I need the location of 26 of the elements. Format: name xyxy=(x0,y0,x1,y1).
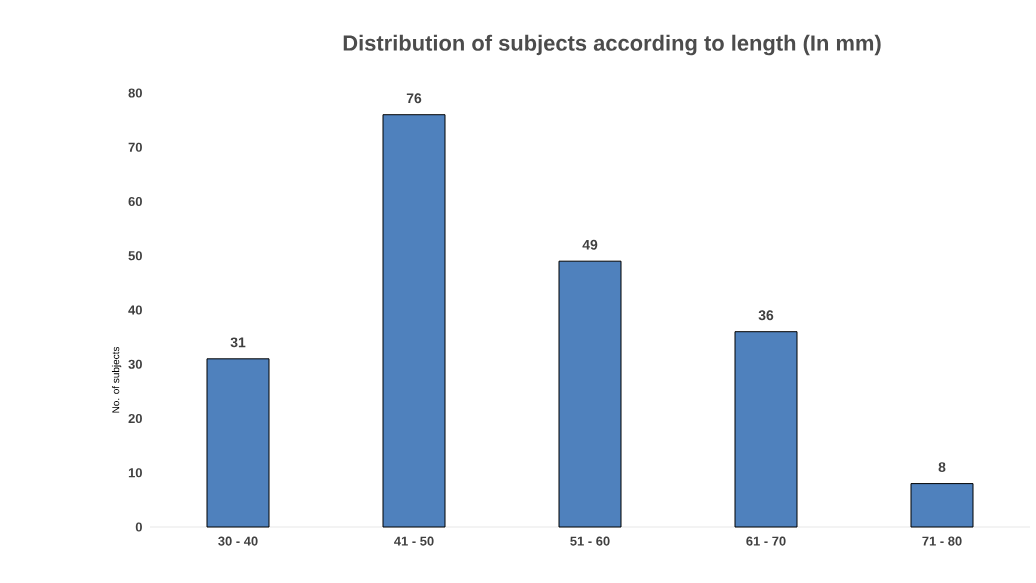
data-label: 49 xyxy=(582,239,598,250)
y-axis-title: No. of subjects xyxy=(111,346,122,413)
data-label: 36 xyxy=(758,310,774,321)
x-tick-label: 61 - 70 xyxy=(746,536,786,546)
y-tick-label: 50 xyxy=(128,251,142,261)
bar xyxy=(734,331,798,528)
y-tick-label: 80 xyxy=(128,88,142,98)
data-label: 8 xyxy=(938,462,946,473)
y-tick-label: 20 xyxy=(128,413,142,424)
bar xyxy=(558,260,622,528)
bar xyxy=(206,358,270,528)
y-tick-label: 0 xyxy=(135,522,142,532)
y-tick-label: 60 xyxy=(128,196,142,207)
data-label: 31 xyxy=(230,337,246,348)
y-tick-label: 30 xyxy=(128,359,142,369)
y-tick-label: 40 xyxy=(128,305,142,315)
data-label: 76 xyxy=(406,93,422,104)
bar xyxy=(910,483,974,528)
chart-title: Distribution of subjects according to length (In mm) xyxy=(343,34,881,56)
y-tick-label: 70 xyxy=(128,142,142,152)
x-tick-label: 71 - 80 xyxy=(922,536,962,546)
x-tick-label: 51 - 60 xyxy=(570,536,610,546)
y-tick-label: 10 xyxy=(128,468,142,478)
x-tick-label: 30 - 40 xyxy=(218,536,258,546)
x-tick-label: 41 - 50 xyxy=(394,536,434,546)
bar xyxy=(382,114,446,528)
